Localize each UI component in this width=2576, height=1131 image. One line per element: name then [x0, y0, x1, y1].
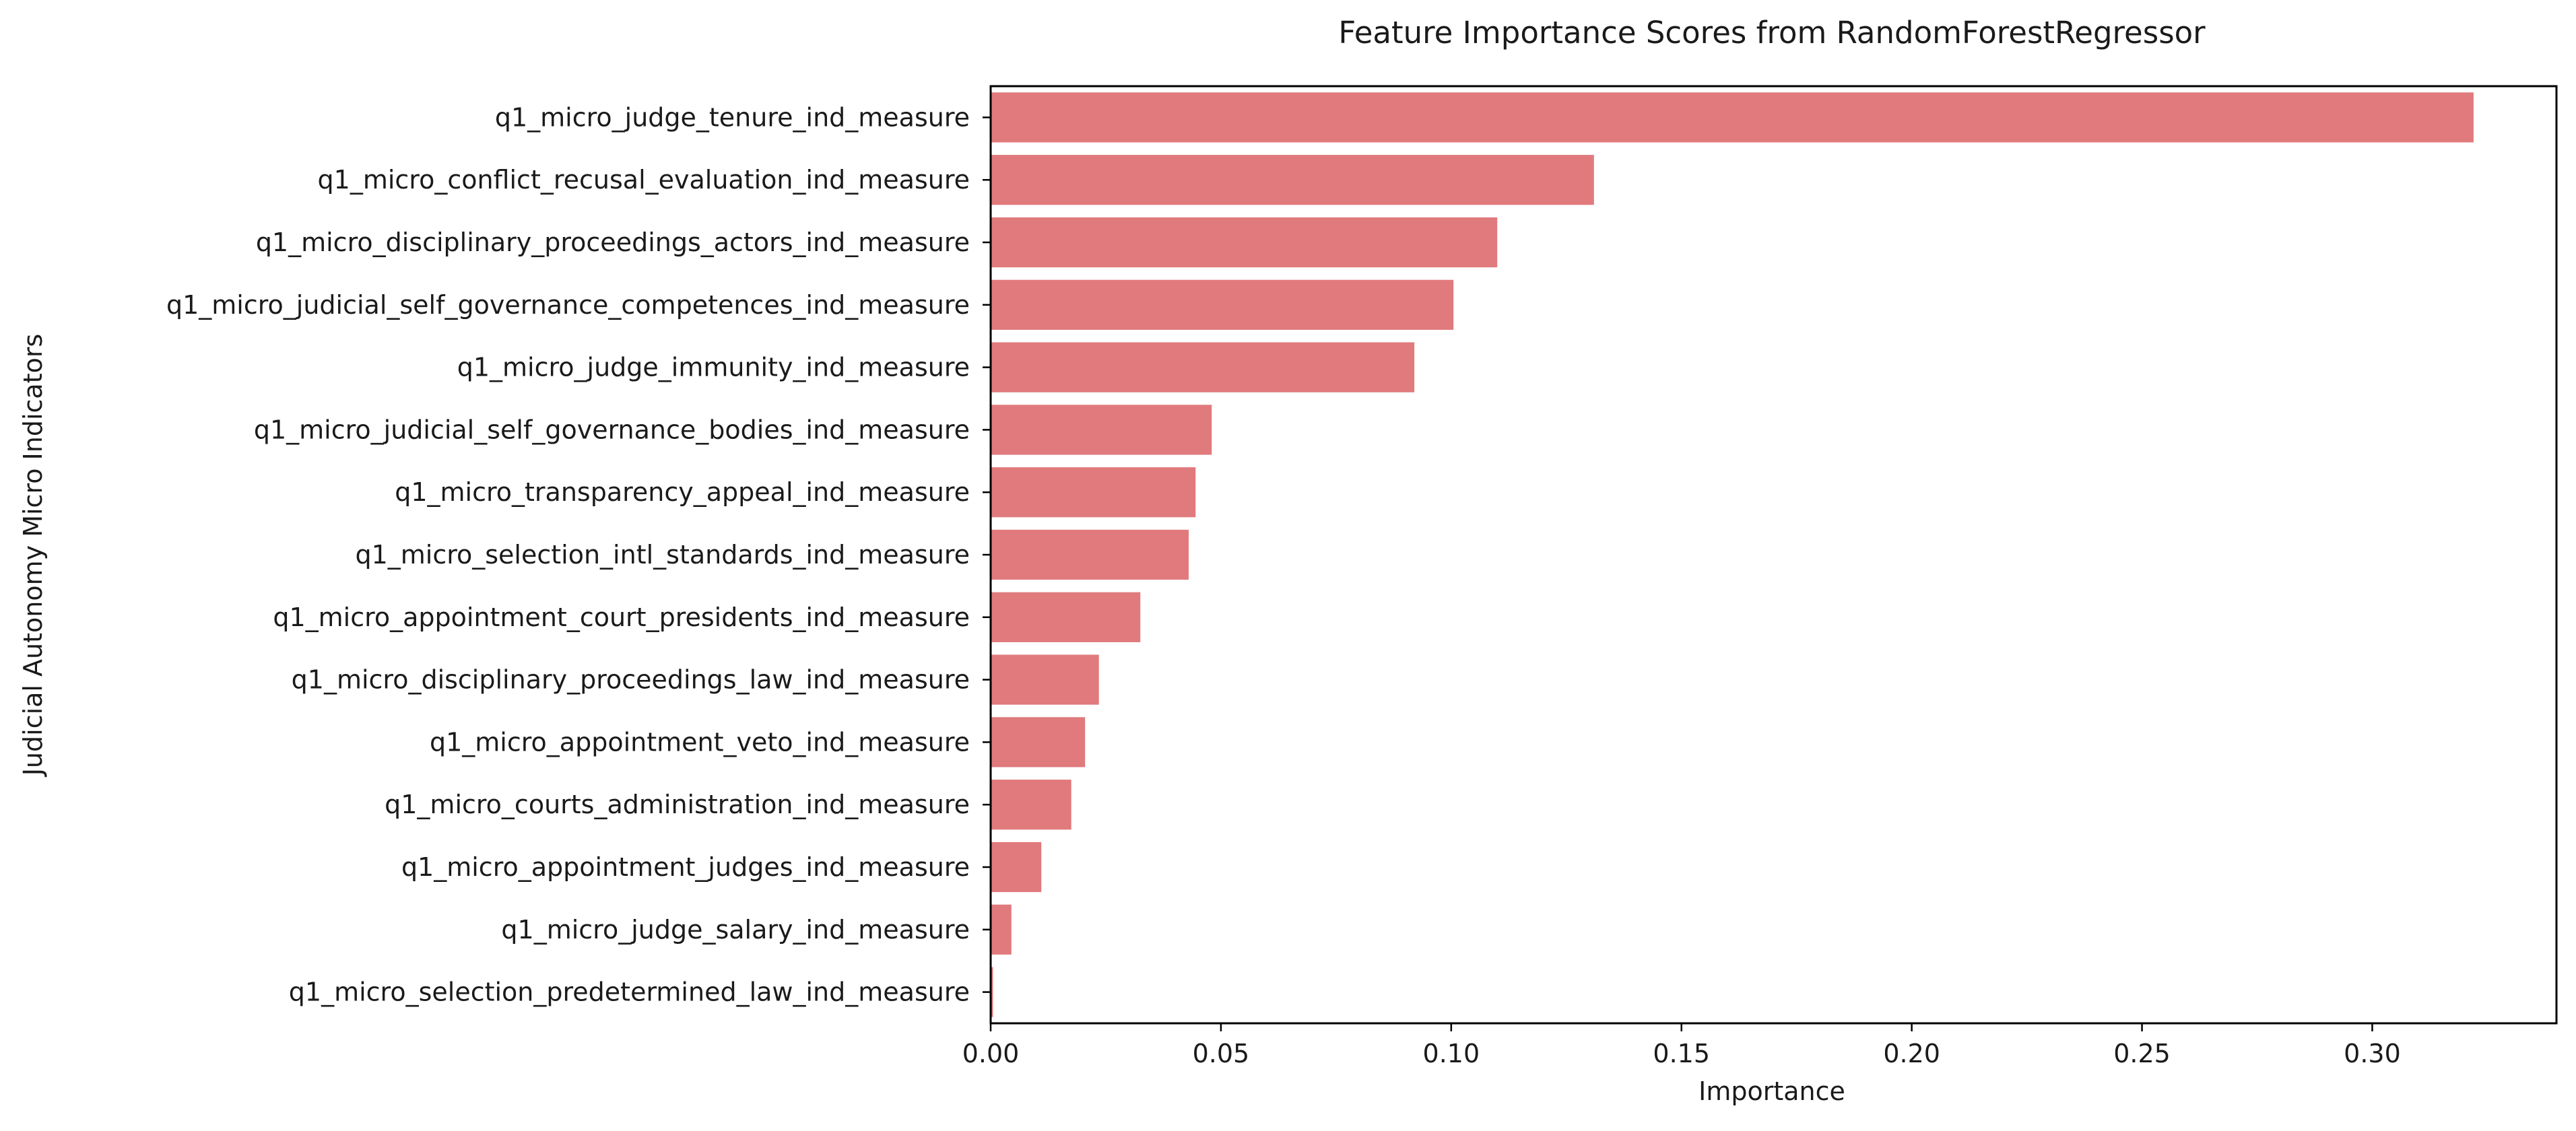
x-tick-label: 0.15: [1653, 1039, 1710, 1068]
y-axis-ticks: q1_micro_judge_tenure_ind_measure q1_micr…: [166, 102, 991, 1007]
x-axis-ticks: 0.00 0.05 0.10 0.15 0.20 0.25 0.30: [962, 1023, 2401, 1068]
bar-q1_micro_disciplinary_proceedings_actors_ind_measure: [991, 217, 1498, 268]
bar-q1_micro_appointment_veto_ind_measure: [991, 717, 1086, 767]
y-tick-label: q1_micro_judicial_self_governance_bodies…: [254, 415, 970, 444]
plot-frame: [989, 85, 2558, 1025]
y-axis-label: Judicial Autonomy Micro Indicators: [18, 334, 48, 778]
bar-q1_micro_conflict_recusal_evaluation_ind_measure: [991, 155, 1594, 205]
x-axis-label: Importance: [1698, 1076, 1845, 1106]
bar-q1_micro_judge_tenure_ind_measure: [991, 92, 2474, 143]
bars: [991, 92, 2474, 1017]
x-tick-label: 0.30: [2344, 1039, 2401, 1068]
y-tick-label: q1_micro_selection_intl_standards_ind_me…: [355, 540, 970, 570]
x-tick-label: 0.20: [1883, 1039, 1940, 1068]
y-tick-label: q1_micro_courts_administration_ind_measu…: [385, 790, 970, 819]
bar-q1_micro_judicial_self_governance_bodies_ind_measure: [991, 405, 1212, 455]
y-tick-label: q1_micro_judge_salary_ind_measure: [501, 915, 970, 945]
bar-q1_micro_disciplinary_proceedings_law_ind_measure: [991, 654, 1099, 705]
y-tick-label: q1_micro_selection_predetermined_law_ind…: [289, 978, 970, 1007]
y-tick-label: q1_micro_appointment_judges_ind_measure: [401, 852, 970, 882]
bar-q1_micro_selection_predetermined_law_ind_measure: [991, 967, 993, 1017]
bar-q1_micro_courts_administration_ind_measure: [991, 780, 1071, 830]
y-tick-label: q1_micro_disciplinary_proceedings_law_in…: [292, 665, 970, 695]
y-tick-label: q1_micro_judicial_self_governance_compet…: [166, 290, 970, 320]
y-tick-label: q1_micro_judge_immunity_ind_measure: [457, 353, 970, 382]
chart-title: Feature Importance Scores from RandomFor…: [1338, 15, 2206, 50]
bar-q1_micro_judge_immunity_ind_measure: [991, 342, 1415, 392]
y-tick-label: q1_micro_judge_tenure_ind_measure: [495, 102, 970, 132]
bar-q1_micro_judicial_self_governance_competences_ind_measure: [991, 279, 1454, 330]
bar-q1_micro_selection_intl_standards_ind_measure: [991, 529, 1189, 580]
y-tick-label: q1_micro_transparency_appeal_ind_measure: [395, 477, 970, 507]
y-tick-label: q1_micro_appointment_veto_ind_measure: [430, 727, 970, 757]
y-tick-label: q1_micro_appointment_court_presidents_in…: [273, 603, 970, 632]
y-tick-label: q1_micro_conflict_recusal_evaluation_ind…: [318, 165, 970, 195]
bar-q1_micro_appointment_court_presidents_ind_measure: [991, 592, 1141, 642]
x-tick-label: 0.25: [2113, 1039, 2171, 1068]
bar-q1_micro_transparency_appeal_ind_measure: [991, 467, 1196, 518]
x-tick-label: 0.00: [962, 1039, 1020, 1068]
bar-q1_micro_judge_salary_ind_measure: [991, 904, 1012, 955]
x-tick-label: 0.10: [1423, 1039, 1480, 1068]
bar-q1_micro_appointment_judges_ind_measure: [991, 842, 1042, 893]
y-tick-label: q1_micro_disciplinary_proceedings_actors…: [256, 228, 970, 257]
x-tick-label: 0.05: [1193, 1039, 1250, 1068]
